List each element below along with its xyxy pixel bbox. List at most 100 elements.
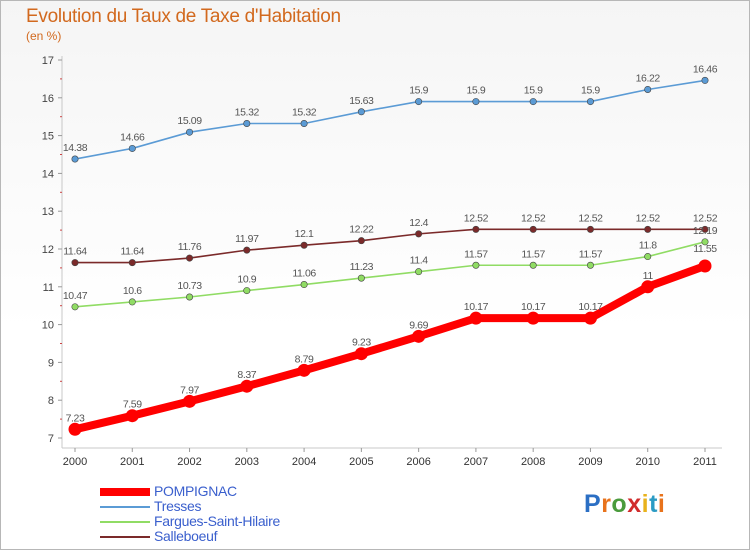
data-label: 11.06 <box>292 268 316 280</box>
legend-item-pompignac: POMPIGNAC <box>100 484 360 499</box>
chart-title: Evolution du Taux de Taxe d'Habitation <box>26 6 341 27</box>
legend-item-salleboeuf: Salleboeuf <box>100 529 360 544</box>
x-tick-label: 2008 <box>521 456 545 468</box>
data-point <box>243 120 251 128</box>
data-point <box>586 98 594 106</box>
data-label: 15.9 <box>524 85 543 97</box>
x-tick-label: 2004 <box>292 456 316 468</box>
x-tick-label: 2007 <box>464 456 488 468</box>
data-label: 12.19 <box>693 225 718 237</box>
data-point <box>243 246 251 254</box>
data-point <box>128 144 136 152</box>
series-line-fargues-saint-hilaire <box>74 241 706 308</box>
data-point <box>415 268 423 276</box>
data-label: 11.55 <box>693 243 717 255</box>
data-point <box>183 394 197 408</box>
series-line-salleboeuf <box>74 228 706 264</box>
data-point <box>357 274 365 282</box>
x-tick-label: 2011 <box>693 456 717 468</box>
data-point <box>701 225 709 233</box>
data-point <box>644 253 652 261</box>
data-point <box>186 293 194 301</box>
data-label: 16.46 <box>693 63 718 75</box>
data-point <box>300 241 308 249</box>
data-label: 15.9 <box>581 85 600 97</box>
data-label: 12.52 <box>464 212 489 224</box>
data-point <box>644 225 652 233</box>
data-label: 12.22 <box>349 224 374 236</box>
data-label: 16.22 <box>636 72 661 84</box>
y-tick-label: 12 <box>42 244 54 256</box>
legend-label: POMPIGNAC <box>154 483 237 499</box>
data-label: 11.57 <box>579 248 603 260</box>
data-point <box>529 98 537 106</box>
data-point <box>68 422 82 436</box>
data-label: 11.64 <box>121 246 145 258</box>
data-point <box>644 85 652 93</box>
data-label: 15.63 <box>349 95 374 107</box>
data-point <box>641 280 655 294</box>
y-tick-label: 13 <box>42 206 54 218</box>
data-label: 12.52 <box>636 212 661 224</box>
data-point <box>412 329 426 343</box>
data-point <box>71 155 79 163</box>
data-label: 10.17 <box>521 301 546 313</box>
data-point <box>526 311 540 325</box>
data-point <box>698 259 712 273</box>
data-label: 11.8 <box>639 240 658 252</box>
logo-letter: i <box>641 490 650 518</box>
chart-subtitle: (en %) <box>26 29 62 43</box>
data-point <box>300 120 308 128</box>
data-label: 7.59 <box>123 399 142 411</box>
y-tick-label: 15 <box>42 131 54 143</box>
y-tick-label: 9 <box>48 357 54 369</box>
data-label: 14.38 <box>63 142 88 154</box>
data-label: 9.23 <box>352 337 371 349</box>
data-label: 10.73 <box>177 280 202 292</box>
data-point <box>529 225 537 233</box>
data-label: 11.23 <box>350 261 374 273</box>
data-point <box>71 259 79 267</box>
data-point <box>415 230 423 238</box>
x-tick-label: 2005 <box>349 456 373 468</box>
data-label: 10.17 <box>578 301 603 313</box>
data-point <box>701 76 709 84</box>
logo-letter: t <box>649 490 658 518</box>
data-point <box>701 238 709 246</box>
data-label: 15.09 <box>177 115 202 127</box>
x-tick-label: 2002 <box>177 456 201 468</box>
data-label: 15.9 <box>466 85 485 97</box>
data-point <box>357 108 365 116</box>
logo-letter: r <box>601 490 612 518</box>
x-tick-label: 2001 <box>120 456 144 468</box>
logo-letter: i <box>657 490 666 518</box>
data-point <box>128 259 136 267</box>
x-tick-label: 2009 <box>578 456 602 468</box>
data-label: 14.66 <box>120 131 145 143</box>
x-tick-label: 2006 <box>406 456 430 468</box>
data-label: 11.97 <box>235 233 259 245</box>
data-point <box>71 303 79 311</box>
data-label: 10.17 <box>464 301 489 313</box>
data-point <box>240 379 254 393</box>
series-line-tresses <box>74 79 706 160</box>
data-label: 12.52 <box>693 212 718 224</box>
legend-label: Salleboeuf <box>154 528 218 544</box>
y-tick-label: 17 <box>42 55 54 67</box>
data-label: 12.52 <box>521 212 546 224</box>
data-point <box>357 237 365 245</box>
data-point <box>186 254 194 262</box>
data-label: 8.79 <box>295 353 314 365</box>
data-label: 11.76 <box>178 241 202 253</box>
data-label: 11 <box>643 270 654 282</box>
data-label: 11.57 <box>464 248 488 260</box>
legend-swatch <box>100 506 150 508</box>
data-point <box>297 363 311 377</box>
logo-letter: o <box>611 490 628 518</box>
data-label: 15.32 <box>292 107 317 119</box>
data-point <box>472 261 480 269</box>
data-label: 11.4 <box>410 255 429 267</box>
y-tick-label: 14 <box>42 168 54 180</box>
legend-swatch <box>100 521 150 523</box>
